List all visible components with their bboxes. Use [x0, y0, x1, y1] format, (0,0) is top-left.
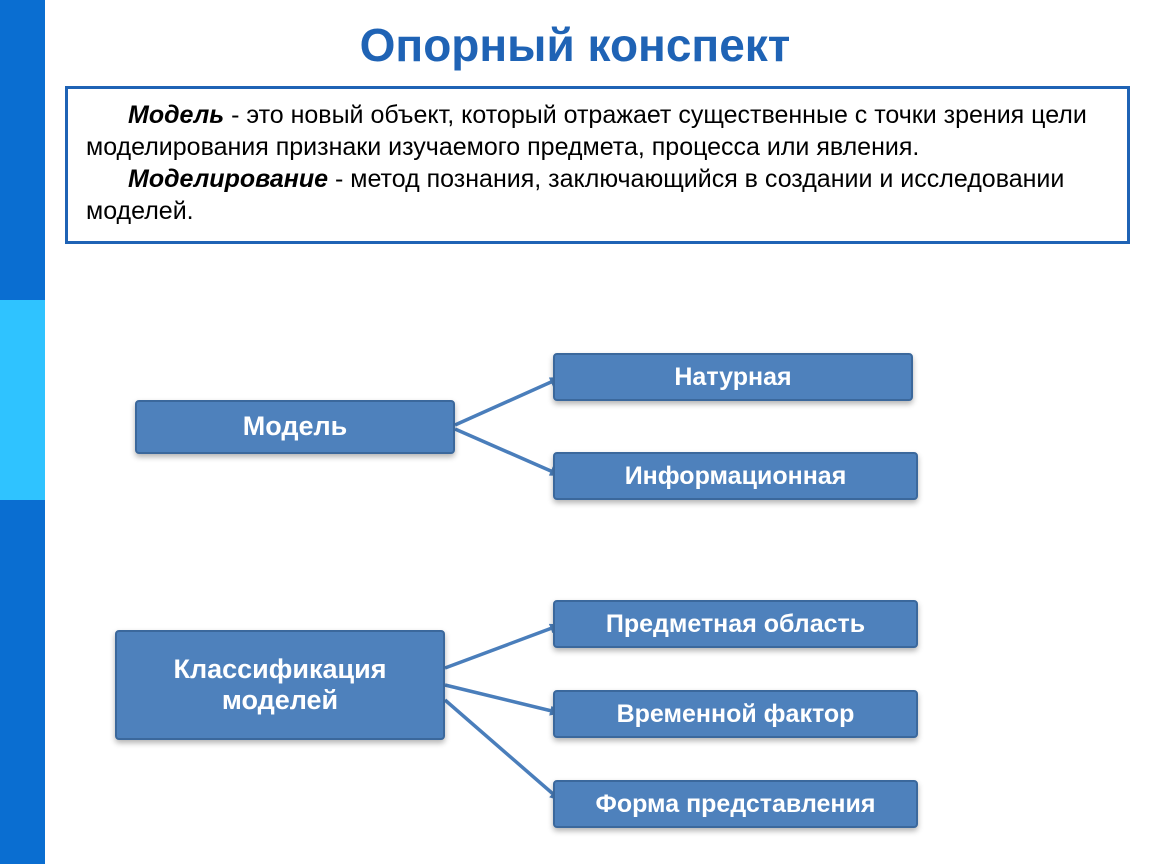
arrow-d1-0 — [455, 378, 560, 425]
node-classification: Классификация моделей — [115, 630, 445, 740]
arrow-d1-1 — [455, 429, 560, 475]
arrow-d2-1 — [445, 685, 560, 713]
definition-model: Модель - это новый объект, который отраж… — [86, 99, 1109, 163]
node-model-target-0: Натурная — [553, 353, 913, 401]
node-classification-target-2: Форма представления — [553, 780, 918, 828]
definition-modeling: Моделирование - метод познания, заключаю… — [86, 163, 1109, 227]
definition-model-text: - это новый объект, который отражает сущ… — [86, 101, 1087, 161]
arrow-d2-0 — [445, 625, 560, 668]
term-model: Модель — [128, 101, 224, 129]
sidebar-strip-light — [0, 300, 45, 500]
node-classification-target-1: Временной фактор — [553, 690, 918, 738]
arrow-d2-2 — [445, 700, 560, 800]
node-classification-target-0: Предметная область — [553, 600, 918, 648]
definitions-box: Модель - это новый объект, который отраж… — [65, 86, 1130, 244]
term-modeling: Моделирование — [128, 165, 328, 193]
page-title: Опорный конспект — [0, 18, 1150, 72]
node-model-target-1: Информационная — [553, 452, 918, 500]
node-model: Модель — [135, 400, 455, 454]
